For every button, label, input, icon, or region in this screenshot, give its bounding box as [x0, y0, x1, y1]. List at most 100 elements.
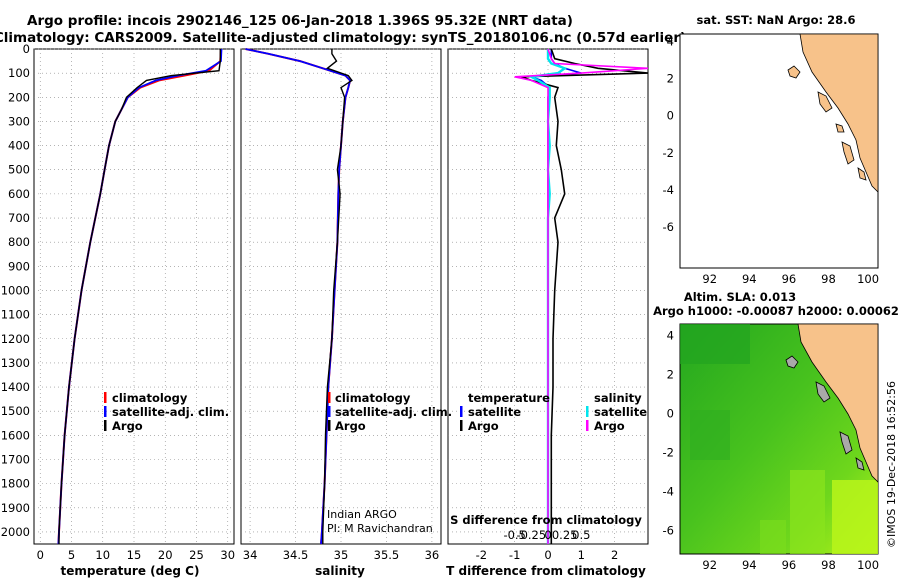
depth-tick-label: 2000	[1, 525, 30, 539]
legend-label-satellite: satellite-adj. clim.	[112, 405, 229, 419]
map-y-tick-label: 0	[667, 407, 674, 421]
map-x-tick-label: 96	[782, 272, 797, 286]
siberut-island	[841, 141, 855, 165]
sst-map-land	[787, 33, 879, 193]
profile-line-argo	[322, 49, 353, 544]
depth-tick-label: 900	[8, 259, 30, 273]
series-layer	[57, 48, 649, 545]
sla-patch	[690, 410, 730, 460]
depth-tick-label: 0	[23, 42, 30, 56]
map-x-tick-label: 100	[857, 558, 879, 572]
depth-tick-label: 1900	[1, 501, 30, 515]
legend-label-argo: Argo	[112, 419, 143, 433]
x-tick-label: 1	[578, 548, 585, 562]
nias-island	[817, 91, 833, 113]
map-y-tick-label: 4	[667, 34, 674, 48]
legend-swatch-argo	[104, 420, 107, 431]
legend-header-temperature: temperature	[468, 391, 550, 405]
map-x-tick-label: 98	[821, 272, 836, 286]
tick-layer: 0100200300400500600700800900100011001200…	[1, 34, 879, 572]
s-tick-label: 0	[544, 528, 551, 542]
map-x-tick-label: 92	[702, 558, 717, 572]
depth-tick-label: 400	[8, 139, 30, 153]
x-tick-label: -1	[509, 548, 520, 562]
map-x-tick-label: 96	[782, 558, 797, 572]
profile-line-argo	[58, 49, 222, 544]
depth-tick-label: 600	[8, 187, 30, 201]
map-x-tick-label: 98	[821, 558, 836, 572]
x-tick-label: 20	[158, 548, 173, 562]
depth-tick-label: 800	[8, 235, 30, 249]
sst-map-title: sat. SST: NaN Argo: 28.6	[696, 13, 855, 27]
legend-label-argo: Argo	[335, 419, 366, 433]
sla-map-patches	[680, 324, 878, 554]
siberut-island	[839, 431, 853, 455]
legend-label-climatology: climatology	[112, 391, 188, 405]
difference-legend: temperature salinity satellite Argo sate…	[460, 391, 647, 433]
sipora-island	[857, 167, 867, 181]
x-tick-label: 2	[611, 548, 618, 562]
sla-map-title: Altim. SLA: 0.013	[684, 290, 796, 304]
map-y-tick-label: -2	[663, 446, 674, 460]
depth-tick-label: 300	[8, 114, 30, 128]
x-tick-label: 5	[68, 548, 75, 562]
x-tick-label: -2	[476, 548, 487, 562]
argo-source-line2: PI: M Ravichandran	[327, 522, 433, 535]
legend-swatch-satellite	[328, 406, 331, 417]
map-y-tick-label: -6	[663, 220, 674, 234]
depth-tick-label: 1800	[1, 477, 30, 491]
legend-label-t-satellite: satellite	[468, 405, 521, 419]
x-tick-label: 34.5	[283, 548, 309, 562]
diff-line-s-argo	[514, 48, 649, 544]
simeulue-island	[785, 355, 799, 369]
legend-swatch-climatology	[104, 392, 107, 403]
sla-patch	[790, 470, 825, 554]
legend-swatch-climatology	[328, 392, 331, 403]
legend-label-satellite: satellite-adj. clim.	[335, 405, 452, 419]
map-x-tick-label: 92	[702, 272, 717, 286]
map-y-tick-label: -2	[663, 146, 674, 160]
legend-label-s-satellite: satellite	[594, 405, 647, 419]
depth-tick-label: 1200	[1, 332, 30, 346]
map-y-tick-label: 0	[667, 109, 674, 123]
legend-swatch-argo	[328, 420, 331, 431]
batu-island	[835, 123, 845, 133]
depth-tick-label: 1700	[1, 452, 30, 466]
map-x-tick-label: 94	[742, 272, 757, 286]
difference-xlabel: T difference from climatology	[446, 564, 646, 578]
sla-patch	[760, 520, 786, 554]
x-tick-label: 0	[37, 548, 44, 562]
x-tick-label: 10	[95, 548, 110, 562]
legend-swatch-satellite	[104, 406, 107, 417]
argo-source-line1: Indian ARGO	[327, 508, 397, 521]
x-tick-label: 0	[544, 548, 551, 562]
sla-map-land	[785, 323, 879, 483]
x-tick-label: 35.5	[374, 548, 400, 562]
s-tick-label: 0.5	[572, 528, 590, 542]
map-y-tick-label: 4	[667, 329, 674, 343]
sumatra-coast	[797, 323, 879, 483]
depth-tick-label: 1100	[1, 308, 30, 322]
x-tick-label: 35	[334, 548, 349, 562]
depth-tick-label: 1400	[1, 380, 30, 394]
legend-label-s-argo: Argo	[594, 419, 625, 433]
map-y-tick-label: -6	[663, 524, 674, 538]
depth-tick-label: 1500	[1, 404, 30, 418]
depth-tick-label: 1600	[1, 428, 30, 442]
legend-header-salinity: salinity	[594, 391, 642, 405]
temperature-legend: climatology satellite-adj. clim. Argo	[104, 391, 229, 433]
legend-label-t-argo: Argo	[468, 419, 499, 433]
figure-title-line2: Climatology: CARS2009. Satellite-adjuste…	[0, 30, 686, 46]
difference-xlabel-top: S difference from climatology	[450, 513, 642, 527]
figure-title-line1: Argo profile: incois 2902146_125 06-Jan-…	[27, 13, 573, 29]
salinity-legend: climatology satellite-adj. clim. Argo	[328, 391, 452, 433]
sipora-island	[855, 457, 865, 471]
map-x-tick-label: 94	[742, 558, 757, 572]
legend-label-climatology: climatology	[335, 391, 411, 405]
sla-patch	[680, 324, 750, 364]
map-x-tick-label: 100	[857, 272, 879, 286]
depth-tick-label: 200	[8, 90, 30, 104]
depth-tick-label: 700	[8, 211, 30, 225]
legend-swatch-t-satellite	[460, 406, 463, 417]
